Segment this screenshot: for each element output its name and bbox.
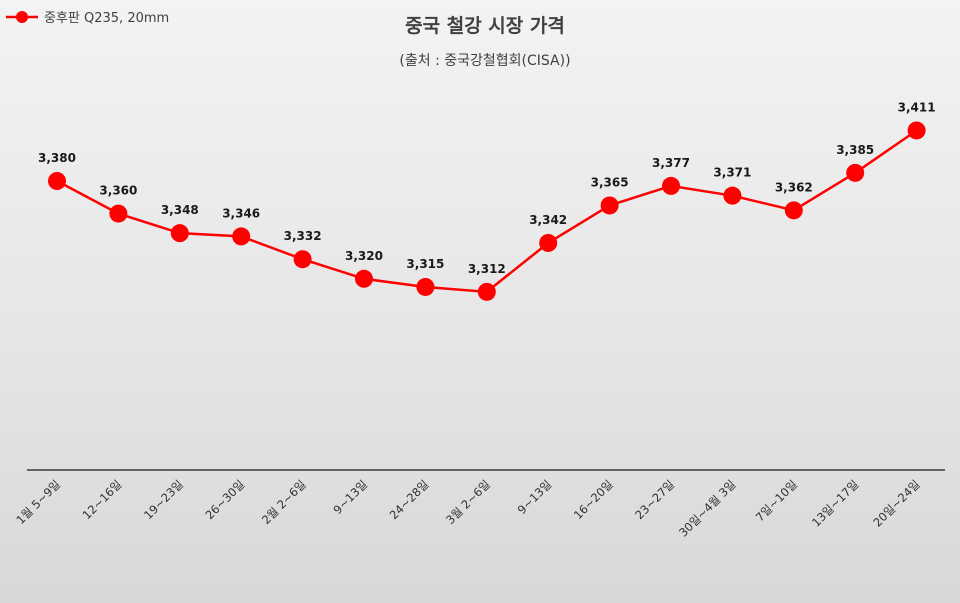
x-tick-label: 20일~24일 <box>870 477 922 529</box>
data-point <box>355 269 373 288</box>
x-tick-label: 26~30일 <box>202 477 247 522</box>
x-tick-label: 19~23일 <box>141 477 186 522</box>
data-point <box>232 227 251 246</box>
data-label: 3,362 <box>775 180 813 194</box>
data-label: 3,346 <box>222 206 260 220</box>
chart-marks: 3,380 1월 5~9일 3,360 12~16일 3,348 19~23일 3,346 2… <box>13 100 935 539</box>
data-label: 3,312 <box>468 262 506 276</box>
data-point <box>662 176 680 195</box>
data-point <box>477 282 496 301</box>
x-tick-label: 13일~17일 <box>809 477 861 529</box>
data-label: 3,320 <box>345 249 383 263</box>
x-tick-label: 16~20일 <box>571 477 616 522</box>
x-tick-label: 23~27일 <box>632 477 677 522</box>
x-tick-label: 30일~4월 3일 <box>676 477 738 539</box>
x-tick-label: 24~28일 <box>387 477 432 522</box>
data-label: 3,377 <box>652 156 690 170</box>
data-label: 3,380 <box>38 151 76 165</box>
data-label: 3,371 <box>713 166 751 180</box>
chart-title: 중국 철강 시장 가격 <box>405 15 565 37</box>
legend: 중후판 Q235, 20mm <box>6 11 169 26</box>
x-tick-label: 7일~10일 <box>753 477 800 524</box>
data-point <box>170 224 189 243</box>
data-label: 3,342 <box>529 213 567 227</box>
x-tick-label: 1월 5~9일 <box>13 477 63 527</box>
data-label: 3,315 <box>406 257 444 271</box>
x-tick-label: 3월 2~6일 <box>443 477 493 527</box>
data-point <box>416 277 435 296</box>
x-tick-label: 9~13일 <box>330 477 370 517</box>
x-tick-label: 12~16일 <box>80 477 125 522</box>
data-point <box>600 196 619 215</box>
data-label: 3,332 <box>284 229 322 243</box>
x-tick-label: 2월 2~6일 <box>259 477 309 527</box>
data-point <box>109 204 128 223</box>
chart-subtitle: (출처 : 중국강철협회(CISA)) <box>399 53 570 69</box>
data-label: 3,365 <box>591 175 629 189</box>
data-point <box>48 172 66 190</box>
data-label: 3,385 <box>836 143 874 157</box>
data-point <box>846 163 865 182</box>
data-point <box>293 250 312 269</box>
data-point <box>723 186 742 205</box>
legend-label: 중후판 Q235, 20mm <box>44 11 169 26</box>
data-label: 3,360 <box>99 184 137 198</box>
data-point <box>784 201 803 220</box>
legend-marker <box>16 11 28 23</box>
x-tick-label: 9~13일 <box>515 477 555 517</box>
data-point <box>907 121 926 140</box>
data-label: 3,411 <box>898 100 936 114</box>
data-label: 3,348 <box>161 203 199 217</box>
data-point <box>539 233 558 252</box>
